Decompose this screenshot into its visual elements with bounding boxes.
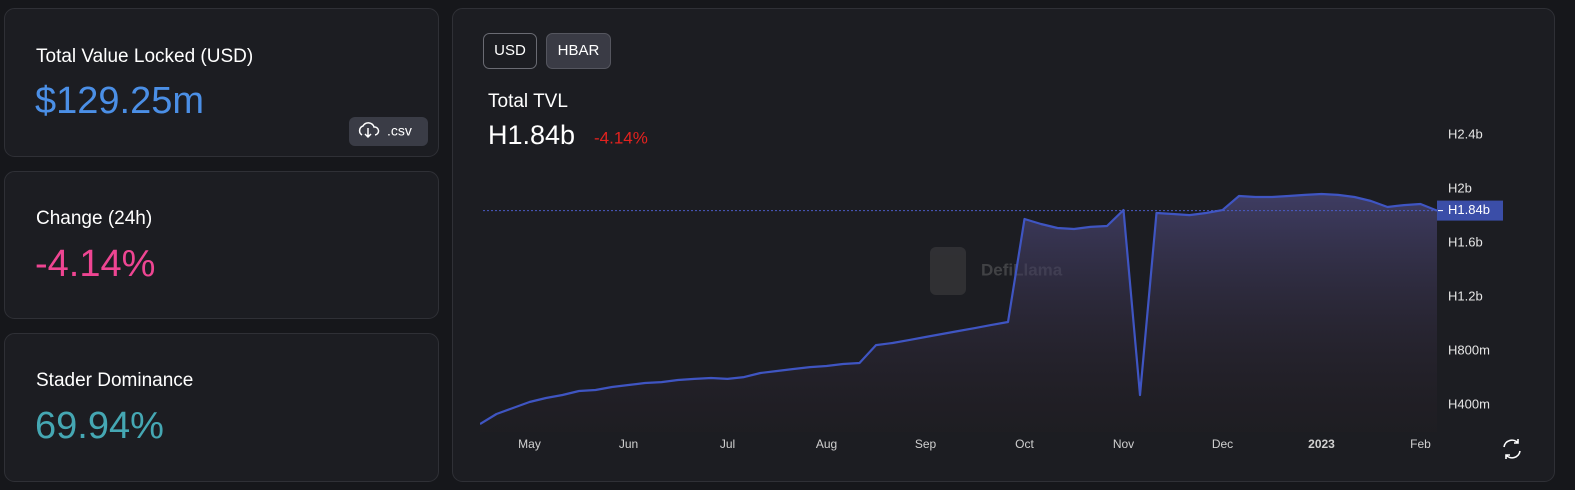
download-icon	[358, 122, 380, 139]
card-title: Stader Dominance	[36, 370, 193, 391]
x-tick-label: 2023	[1308, 437, 1335, 451]
button-bg	[349, 117, 428, 146]
y-tick-label: H2.4b	[1448, 126, 1483, 141]
headline-value: H1.84b	[488, 120, 575, 150]
refresh-button[interactable]	[1503, 439, 1521, 459]
x-tick-label: Feb	[1410, 437, 1431, 451]
x-tick-label: Aug	[816, 437, 837, 451]
toggle-hbar[interactable]: HBAR	[546, 33, 611, 69]
card	[4, 8, 439, 157]
toggle-bg	[546, 33, 611, 69]
current-value-box	[1437, 200, 1503, 221]
toggle-label: HBAR	[558, 42, 600, 59]
chart-title: Total TVL	[488, 91, 568, 112]
toggle-usd[interactable]: USD	[483, 33, 537, 69]
card	[4, 171, 439, 319]
watermark-logo	[930, 247, 966, 295]
headline-change: -4.14%	[594, 128, 648, 147]
area	[480, 194, 1437, 432]
x-tick-label: Jul	[720, 437, 735, 451]
y-tick-label: H400m	[1448, 396, 1490, 411]
y-tick-label: H1.6b	[1448, 234, 1483, 249]
y-tick-label: H1.2b	[1448, 288, 1483, 303]
y-tick-label: H2b	[1448, 180, 1472, 195]
card-value: $129.25m	[35, 80, 204, 122]
x-tick-label: Oct	[1015, 437, 1034, 451]
y-tick-label: H800m	[1448, 342, 1490, 357]
toggle-label: USD	[494, 42, 526, 59]
card-value: 69.94%	[35, 405, 164, 447]
card-value: -4.14%	[35, 243, 155, 285]
x-tick-label: May	[518, 437, 541, 451]
card	[4, 333, 439, 482]
plot	[480, 192, 1438, 432]
x-tick-label: Jun	[619, 437, 638, 451]
csv-button[interactable]: .csv	[349, 117, 428, 146]
line	[480, 192, 1438, 425]
card-title: Change (24h)	[36, 208, 152, 229]
refresh-icon	[1503, 439, 1521, 459]
x-tick-label: Nov	[1113, 437, 1134, 451]
current-value-label: H1.84b	[1448, 202, 1490, 217]
x-tick-label: Dec	[1212, 437, 1233, 451]
button-label: .csv	[387, 123, 412, 139]
x-tick-label: Sep	[915, 437, 937, 451]
toggle-bg	[483, 33, 537, 69]
card-title: Total Value Locked (USD)	[36, 46, 253, 67]
